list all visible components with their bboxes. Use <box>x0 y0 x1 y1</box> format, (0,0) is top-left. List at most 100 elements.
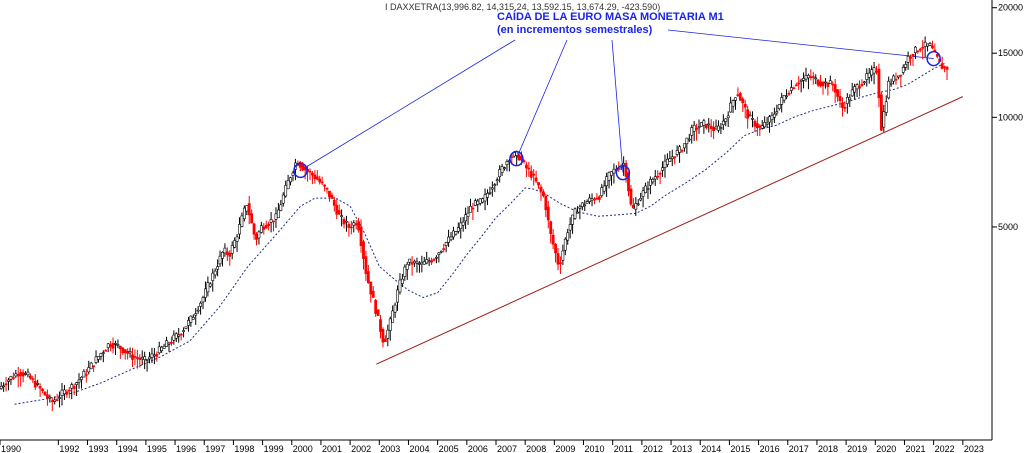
support-trendline <box>376 96 964 365</box>
x-tick-label: 2018 <box>818 444 838 453</box>
candle-body <box>580 202 584 207</box>
candle-body <box>199 302 202 307</box>
y-tick-label: 5000 <box>998 222 1018 232</box>
candle-body <box>430 260 433 263</box>
candle-body <box>223 247 227 254</box>
candle-body <box>242 207 246 220</box>
candle-body <box>262 226 266 230</box>
candle-body <box>488 191 492 194</box>
candle-body <box>687 138 691 141</box>
candle-body <box>152 354 156 357</box>
candle-body <box>571 214 574 225</box>
candle-body <box>4 383 8 386</box>
candle-body <box>602 185 606 192</box>
candle-body <box>454 231 458 235</box>
candle-body <box>43 391 47 396</box>
candle-body <box>89 362 93 370</box>
candle-body <box>157 346 161 354</box>
candle-body <box>328 190 331 198</box>
candle-body <box>792 87 796 90</box>
candle-body <box>629 188 633 205</box>
candle-body <box>177 334 181 337</box>
candle-body <box>150 353 154 358</box>
candle-body <box>904 64 908 68</box>
candle-body <box>765 122 769 125</box>
candle-body <box>882 111 886 128</box>
candle-body <box>21 372 25 377</box>
candle-body <box>28 375 32 379</box>
candle-body <box>529 170 533 178</box>
candle-body <box>128 351 132 354</box>
x-tick-label: 2002 <box>351 444 371 453</box>
candle-body <box>884 101 888 113</box>
candle-body <box>352 222 356 226</box>
candle-body <box>656 175 660 178</box>
candle-body <box>816 79 820 86</box>
candle-body <box>118 345 122 350</box>
candle-body <box>797 82 801 85</box>
candle-body <box>194 313 198 316</box>
candle-body <box>741 98 745 104</box>
candle-body <box>286 180 290 190</box>
candle-body <box>403 266 407 277</box>
candle-body <box>833 84 837 93</box>
candle-body <box>670 156 674 159</box>
candle-body <box>636 203 640 206</box>
x-tick-label: 2003 <box>380 444 400 453</box>
candle-body <box>101 352 105 354</box>
candle-body <box>84 374 88 376</box>
callout-line <box>667 29 934 59</box>
candle-body <box>666 158 669 165</box>
candle-body <box>675 150 679 155</box>
candle-body <box>116 344 120 346</box>
candle-body <box>734 97 737 101</box>
candle-body <box>160 346 164 351</box>
candle-body <box>379 319 382 332</box>
x-tick-label: 1995 <box>147 444 167 453</box>
candle-body <box>264 225 268 229</box>
candle-body <box>914 46 917 53</box>
candle-body <box>330 194 334 199</box>
candle-body <box>875 70 878 73</box>
x-tick-label: 2009 <box>555 444 575 453</box>
candle-body <box>590 198 594 201</box>
candle-body <box>364 256 368 274</box>
candle-body <box>184 326 188 329</box>
candle-body <box>648 179 652 186</box>
candle-body <box>738 93 742 101</box>
candle-body <box>77 379 81 383</box>
candle-body <box>267 223 271 226</box>
candle-body <box>763 122 767 128</box>
candle-body <box>755 123 759 129</box>
candle-body <box>826 82 830 87</box>
candle-body <box>33 380 37 388</box>
candle-body <box>804 74 808 80</box>
candle-body <box>400 278 404 284</box>
candle-body <box>658 173 662 175</box>
candle-body <box>892 75 895 82</box>
candle-body <box>228 252 232 257</box>
candle-body <box>245 205 249 212</box>
candle-body <box>58 397 61 399</box>
candle-body <box>719 127 723 129</box>
candle-body <box>707 123 711 126</box>
candle-body <box>879 94 883 131</box>
x-tick-label: 2014 <box>701 444 721 453</box>
candle-body <box>661 167 664 171</box>
candle-body <box>588 197 592 202</box>
candle-body <box>67 389 71 392</box>
candle-body <box>517 154 521 161</box>
candle-body <box>593 198 596 201</box>
candle-body <box>165 340 168 347</box>
candle-body <box>500 166 504 173</box>
candle-body <box>92 365 96 367</box>
candle-body <box>556 253 560 265</box>
candle-body <box>610 171 613 176</box>
candle-body <box>758 125 762 128</box>
candle-body <box>284 185 288 197</box>
candle-body <box>11 377 15 379</box>
x-tick-label: 2022 <box>935 444 955 453</box>
candle-body <box>46 394 49 399</box>
candle-body <box>422 261 426 265</box>
